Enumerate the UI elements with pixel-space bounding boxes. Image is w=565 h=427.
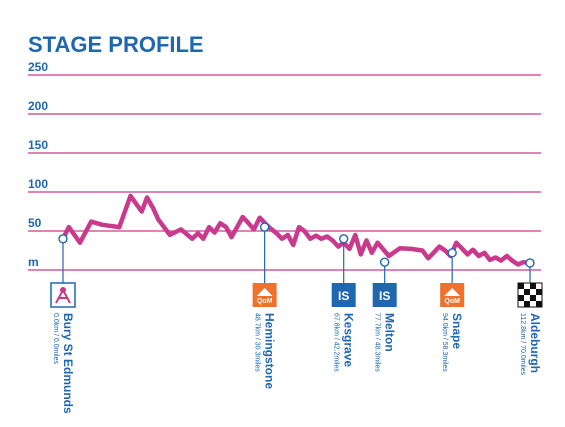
town-name: Bury St Edmunds — [61, 313, 75, 414]
svg-text:IS: IS — [379, 289, 390, 303]
y-tick-label-200: 200 — [28, 99, 48, 113]
qom-icon: QoM — [440, 283, 465, 307]
svg-text:QoM: QoM — [444, 298, 460, 305]
qom-icon: QoM — [252, 283, 277, 307]
town-point — [525, 258, 535, 268]
y-unit-label: m — [28, 255, 39, 269]
town-distance: 94.0km / 58.3miles — [441, 313, 448, 372]
svg-text:QoM: QoM — [257, 298, 273, 305]
town-name: Snape — [450, 313, 464, 349]
town-distance: 77.7km / 48.3miles — [374, 313, 381, 372]
y-tick-label-50: 50 — [28, 216, 42, 230]
town-distance: 48.7km / 30.3miles — [254, 313, 261, 372]
town-distance: 67.8km / 42.2miles — [333, 313, 340, 372]
gridlines: m 50 100 150 200 250 — [28, 60, 541, 271]
y-tick-label-150: 150 — [28, 138, 48, 152]
start-flag-icon — [50, 282, 76, 308]
svg-text:IS: IS — [338, 289, 349, 303]
chart-title: STAGE PROFILE — [28, 32, 204, 57]
town-distance: 0.0km / 0.0miles — [52, 313, 59, 364]
town-point — [379, 257, 390, 267]
town-point — [259, 222, 270, 232]
town-name: Kesgrave — [342, 313, 356, 367]
finish-flag-icon — [517, 282, 543, 308]
town-point — [58, 234, 68, 244]
town-point — [338, 234, 349, 244]
y-tick-label-100: 100 — [28, 177, 48, 191]
town-distance: 112.8km / 70.0miles — [519, 313, 526, 376]
intermediate-sprint-icon: IS — [331, 283, 356, 307]
intermediate-sprint-icon: IS — [372, 283, 397, 307]
town-name: Aldeburgh — [528, 313, 542, 373]
y-tick-label-250: 250 — [28, 60, 48, 74]
town-point — [447, 248, 457, 258]
elevation-profile-line — [60, 193, 533, 267]
town-name: Hemingstone — [263, 313, 277, 389]
town-name: Melton — [383, 313, 397, 352]
